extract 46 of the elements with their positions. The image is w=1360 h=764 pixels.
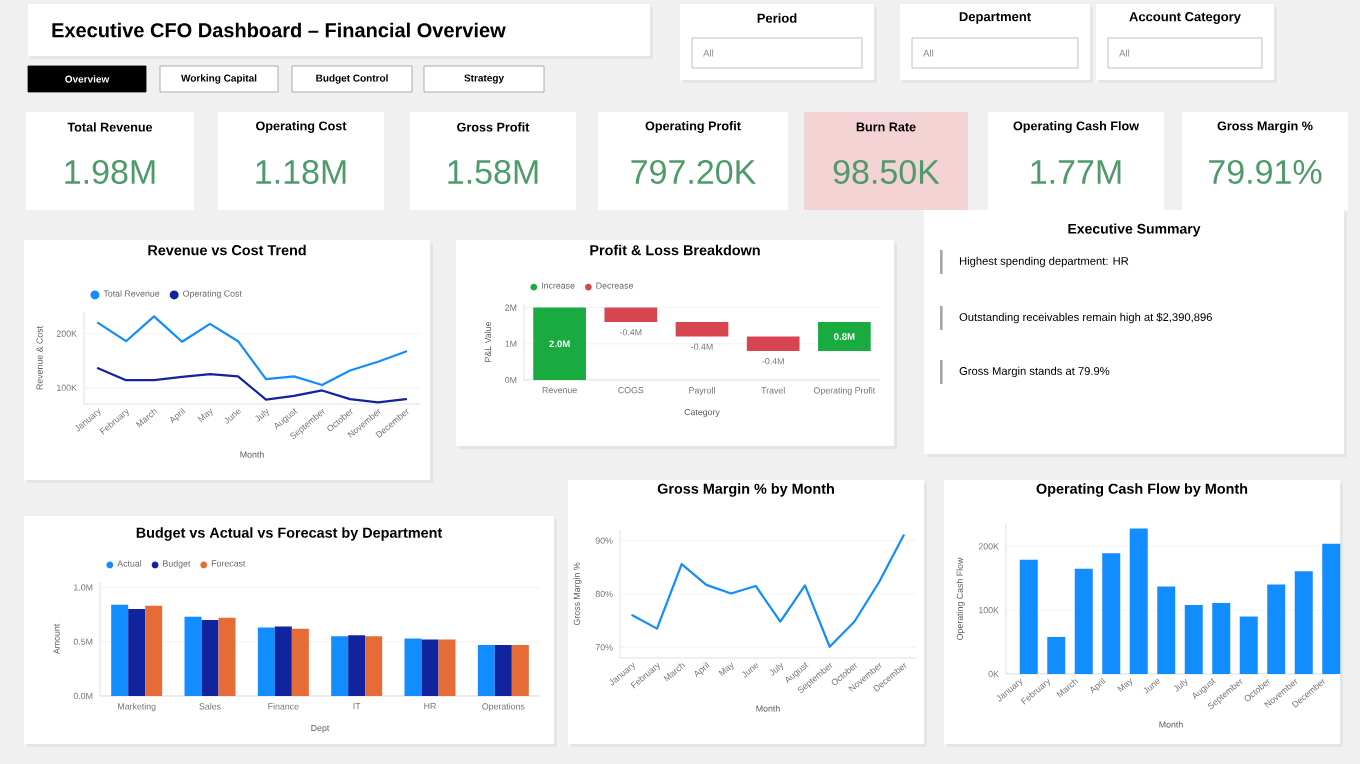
bar	[1047, 636, 1066, 674]
bar	[604, 307, 658, 323]
bar	[746, 336, 800, 352]
bar	[184, 616, 202, 696]
bar	[404, 638, 422, 696]
bar	[818, 322, 871, 352]
bar	[331, 636, 349, 696]
bar	[1157, 586, 1176, 674]
bar	[274, 626, 292, 696]
line-series	[96, 367, 408, 404]
text: 1.58M	[448, 159, 538, 185]
line-series	[96, 315, 408, 387]
bar	[365, 636, 383, 696]
bar	[128, 609, 146, 696]
bar	[438, 639, 456, 696]
bar	[1184, 605, 1203, 674]
bar	[1239, 616, 1258, 674]
text: 98.50K	[833, 159, 940, 185]
text: 1.18M	[256, 159, 346, 185]
bar	[1322, 543, 1341, 674]
bar	[421, 639, 439, 696]
bar	[494, 644, 512, 696]
bar	[145, 605, 163, 696]
bar	[348, 635, 366, 696]
bar	[1102, 553, 1121, 674]
bar	[1212, 603, 1231, 674]
line-series	[631, 534, 905, 648]
bar	[1129, 528, 1148, 674]
text: 1.77M	[1031, 160, 1121, 184]
bar	[477, 644, 495, 696]
bar	[201, 619, 219, 696]
text: Executive CFO Dashboard – Financial Overview	[52, 22, 506, 38]
bar	[533, 307, 586, 380]
bar	[675, 322, 729, 337]
bar	[511, 644, 529, 696]
bar	[1019, 559, 1038, 674]
bar	[1267, 584, 1286, 674]
bar	[291, 628, 309, 696]
text: 797.20K	[631, 159, 756, 185]
bar	[218, 617, 236, 696]
bar	[111, 604, 129, 696]
bar	[1294, 571, 1313, 674]
bar	[1074, 568, 1093, 674]
text: 79.91%	[1209, 159, 1322, 185]
bar	[257, 627, 275, 696]
text: 1.98M	[65, 159, 155, 185]
